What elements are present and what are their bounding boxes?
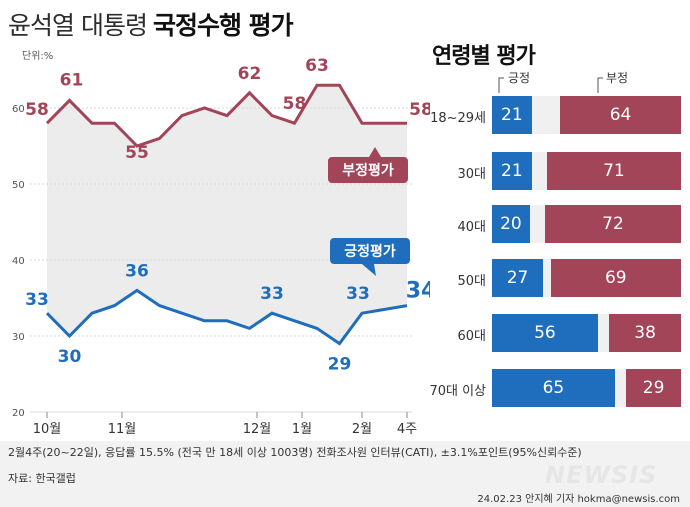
age-category-label: 70대 이상 (429, 384, 486, 399)
chart-title: 윤석열 대통령 국정수행 평가 (8, 6, 294, 42)
negative-bar: 38 (609, 314, 681, 352)
negative-data-label: 58 (283, 94, 307, 114)
y-tick-label: 50 (12, 180, 25, 191)
positive-data-label: 33 (346, 284, 370, 304)
positive-bar: 21 (492, 96, 532, 134)
negative-series-line (45, 83, 407, 148)
negative-tag: 부정평가 (342, 162, 394, 179)
legend-negative: 부정 (606, 71, 629, 85)
credit-line: 24.02.23 안지혜 기자 hokma@newsis.com (477, 494, 680, 505)
y-tick-label: 60 (12, 104, 25, 115)
positive-bar: 27 (492, 259, 544, 297)
positive-data-label: 30 (58, 347, 82, 367)
negative-data-label: 55 (125, 143, 149, 163)
age-category-label: 18~29세 (430, 111, 486, 126)
no-answer-bar (597, 314, 610, 352)
positive-data-label: 33 (25, 290, 49, 310)
age-category-label: 30대 (457, 167, 486, 182)
positive-bar: 20 (492, 205, 530, 243)
positive-tag-pointer (362, 264, 376, 276)
positive-data-label: 33 (260, 284, 284, 304)
positive-data-label: 29 (328, 355, 352, 375)
negative-bar: 71 (546, 152, 681, 190)
footer-background (0, 441, 690, 507)
x-tick-label: 12월 (243, 422, 272, 437)
positive-data-label: 34 (406, 279, 430, 304)
positive-bar: 65 (492, 369, 615, 407)
negative-data-label: 58 (409, 100, 430, 120)
negative-data-label: 63 (305, 56, 329, 76)
negative-bar: 64 (560, 96, 681, 134)
no-answer-bar (531, 152, 547, 190)
age-category-label: 50대 (457, 274, 486, 289)
negative-tag-box (328, 157, 408, 183)
legend-positive: 긍정 (508, 71, 531, 85)
x-tick-label: 11월 (108, 422, 137, 437)
no-answer-bar (529, 205, 545, 243)
positive-bar: 56 (492, 314, 598, 352)
y-tick-label: 30 (12, 332, 25, 343)
negative-bar: 69 (550, 259, 681, 297)
x-tick-label: 10월 (33, 422, 62, 437)
legend-negative-bracket (597, 77, 603, 93)
negative-bar: 29 (626, 369, 681, 407)
negative-data-label: 62 (238, 64, 262, 84)
y-tick-label: 40 (12, 256, 25, 267)
title-topic: 국정수행 평가 (152, 11, 294, 40)
unit-label: 단위:% (22, 51, 54, 62)
legend-brackets (498, 77, 603, 93)
negative-data-label: 58 (25, 100, 49, 120)
age-category-label: 40대 (457, 220, 486, 235)
positive-data-label: 36 (125, 261, 149, 281)
x-tick-label: 4주 (397, 422, 417, 437)
positive-bar: 21 (492, 152, 532, 190)
negative-tag-pointer (369, 147, 381, 157)
newsis-watermark: NEWSIS (545, 461, 658, 489)
positive-tag-box (330, 238, 410, 264)
x-tick-label: 1월 (292, 422, 312, 437)
x-tick-label: 2월 (352, 422, 372, 437)
y-tick-label: 20 (12, 408, 25, 419)
no-answer-bar (531, 96, 561, 134)
no-answer-bar (543, 259, 551, 297)
no-answer-bar (614, 369, 627, 407)
age-chart-title: 연령별 평가 (432, 44, 536, 69)
title-name: 윤석열 대통령 (8, 11, 148, 40)
approval-line-chart: 20 30 40 50 60 10월 11월 12월 1월 2월 4주 58 61 55 62 58 63 58 3… (12, 56, 430, 437)
positive-series-line (45, 288, 408, 346)
negative-bar: 72 (544, 205, 681, 243)
source-note: 자료: 한국갤럽 (8, 472, 76, 485)
age-category-label: 60대 (457, 329, 486, 344)
approval-gap-band (47, 85, 407, 344)
survey-footnote: 2월4주(20~22일), 응답률 15.5% (전국 만 18세 이상 100… (8, 446, 582, 459)
positive-tag: 긍정평가 (344, 243, 396, 260)
negative-data-label: 61 (60, 70, 84, 90)
legend-positive-bracket (498, 77, 504, 93)
